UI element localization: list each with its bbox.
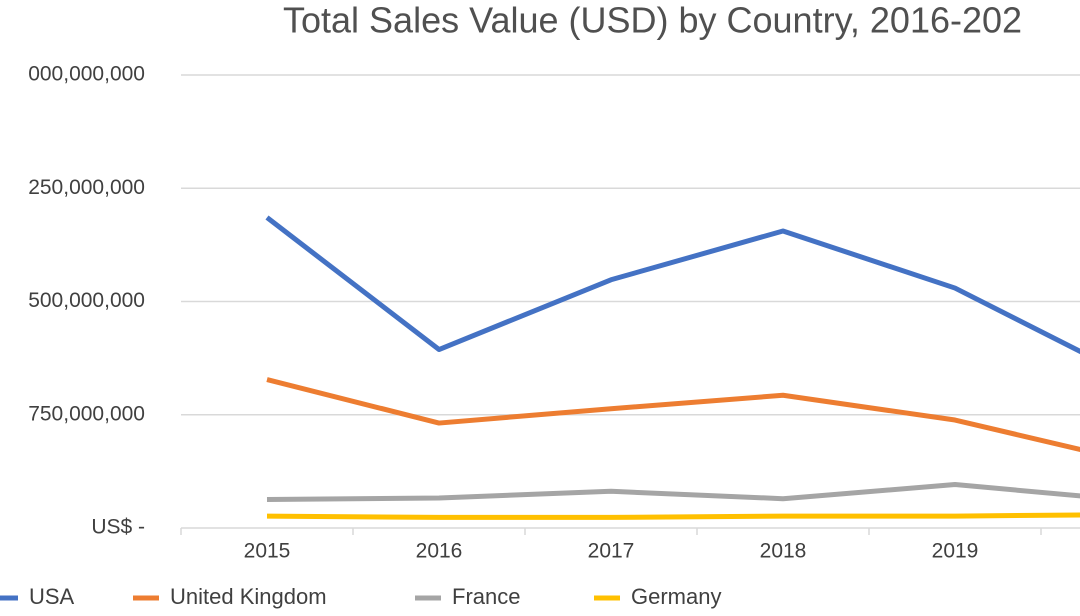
chart-title: Total Sales Value (USD) by Country, 2016… (283, 0, 1022, 41)
legend-label: United Kingdom (170, 584, 327, 609)
series-line (266, 512, 1080, 520)
y-tick-label: 750,000,000 (28, 402, 145, 425)
x-tick-label: 2019 (932, 540, 979, 563)
y-tick-label: US$ - (91, 516, 145, 539)
x-tick-label: 2018 (760, 540, 807, 563)
legend-label: France (452, 584, 520, 609)
x-tick-label: 2016 (416, 540, 463, 563)
y-tick-label: 500,000,000 (28, 289, 145, 312)
x-tick-label: 2017 (588, 540, 635, 563)
x-tick-label: 2015 (244, 540, 291, 563)
legend-label: Germany (631, 584, 721, 609)
y-tick-label: 250,000,000 (28, 176, 145, 199)
series-line (266, 482, 1080, 502)
y-tick-label: 000,000,000 (28, 63, 145, 86)
legend-label: USA (29, 584, 75, 609)
series-line (266, 377, 1080, 453)
series-line (265, 215, 1080, 355)
